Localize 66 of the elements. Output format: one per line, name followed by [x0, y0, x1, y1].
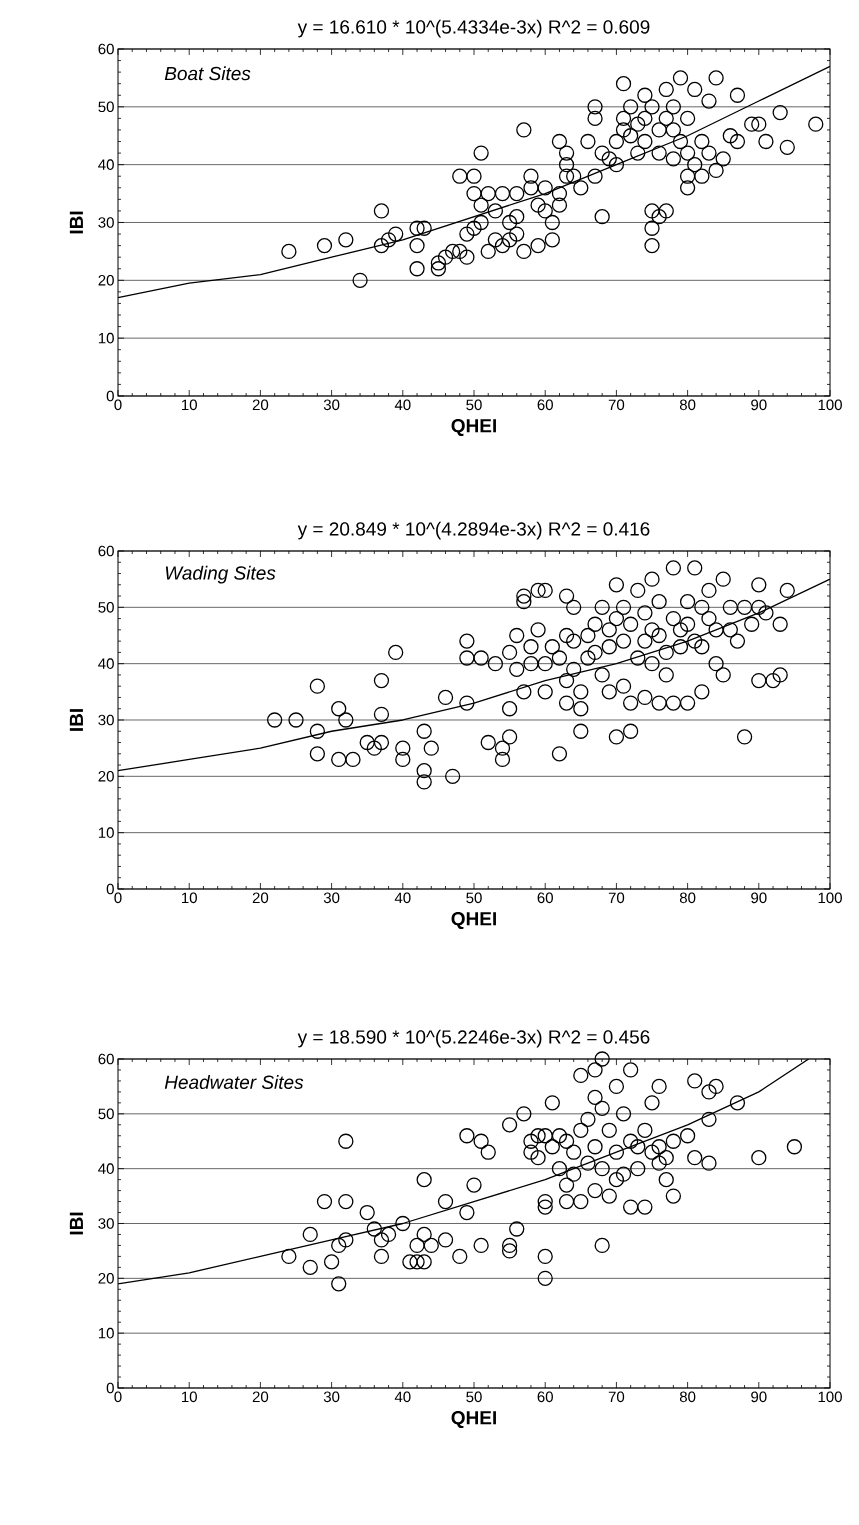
- x-tick-label: 40: [394, 399, 411, 411]
- y-tick-label: 60: [98, 43, 114, 55]
- x-tick-label: 70: [608, 1391, 625, 1403]
- x-tick-label: 100: [818, 399, 842, 411]
- y-tick-label: 60: [98, 1053, 114, 1065]
- x-tick-label: 70: [608, 399, 625, 411]
- y-tick-label: 50: [98, 1108, 114, 1120]
- x-tick-label: 60: [537, 1391, 553, 1403]
- x-tick-label: 100: [818, 1391, 842, 1403]
- chart-title: y = 20.849 * 10^(4.2894e-3x) R^2 = 0.416: [297, 521, 650, 540]
- x-tick-label: 0: [114, 892, 122, 904]
- chart-title: y = 18.590 * 10^(5.2246e-3x) R^2 = 0.456: [297, 1029, 650, 1048]
- x-tick-label: 10: [182, 892, 197, 904]
- x-tick-label: 80: [679, 1391, 696, 1403]
- y-tick-label: 0: [106, 1382, 114, 1394]
- x-tick-label: 90: [751, 399, 767, 411]
- x-tick-label: 10: [182, 1391, 197, 1403]
- x-tick-label: 30: [323, 1391, 340, 1403]
- y-tick-label: 30: [98, 1218, 114, 1229]
- y-tick-label: 30: [98, 217, 114, 228]
- y-axis-title: IBI: [69, 1212, 83, 1235]
- annotation: Wading Sites: [165, 565, 276, 584]
- x-tick-label: 60: [537, 399, 553, 411]
- y-tick-label: 20: [98, 1273, 114, 1284]
- x-tick-label: 90: [751, 1391, 767, 1403]
- y-tick-label: 20: [98, 771, 114, 782]
- x-tick-label: 0: [114, 399, 122, 411]
- y-tick-label: 60: [98, 545, 114, 557]
- y-tick-label: 0: [106, 883, 114, 895]
- x-tick-label: 10: [182, 399, 197, 411]
- y-tick-label: 40: [98, 1163, 114, 1174]
- x-tick-label: 80: [679, 892, 696, 904]
- x-tick-label: 20: [252, 1391, 269, 1403]
- x-tick-label: 20: [252, 399, 269, 411]
- y-axis-title: IBI: [69, 211, 83, 234]
- x-tick-label: 50: [466, 1391, 482, 1403]
- x-tick-label: 40: [394, 1391, 411, 1403]
- x-axis-title: QHEI: [451, 912, 496, 930]
- y-tick-label: 50: [98, 101, 114, 113]
- y-tick-label: 10: [98, 827, 114, 838]
- x-tick-label: 40: [394, 892, 411, 904]
- y-axis-title: IBI: [69, 709, 83, 731]
- x-axis-title: QHEI: [451, 419, 496, 436]
- x-tick-label: 20: [252, 892, 269, 904]
- annotation: Boat Sites: [164, 66, 251, 81]
- chart-title: y = 16.610 * 10^(5.4334e-3x) R^2 = 0.609: [297, 19, 650, 38]
- x-tick-label: 60: [537, 892, 553, 904]
- y-tick-label: 40: [98, 159, 114, 170]
- x-tick-label: 30: [323, 892, 340, 904]
- y-tick-label: 20: [98, 275, 114, 286]
- y-tick-label: 50: [98, 602, 114, 613]
- x-tick-label: 30: [323, 399, 340, 411]
- y-tick-label: 40: [98, 658, 114, 669]
- x-axis-title: QHEI: [451, 1411, 496, 1429]
- x-tick-label: 90: [751, 892, 767, 904]
- x-tick-label: 100: [818, 892, 842, 904]
- y-tick-label: 10: [98, 1327, 114, 1339]
- x-tick-label: 50: [466, 399, 482, 411]
- y-tick-label: 30: [98, 714, 114, 726]
- x-tick-label: 80: [679, 399, 696, 411]
- x-tick-label: 70: [608, 892, 625, 904]
- y-tick-label: 10: [98, 332, 114, 344]
- annotation: Headwater Sites: [164, 1075, 304, 1090]
- y-tick-label: 0: [106, 390, 114, 402]
- x-tick-label: 50: [466, 892, 482, 904]
- x-tick-label: 0: [114, 1391, 122, 1403]
